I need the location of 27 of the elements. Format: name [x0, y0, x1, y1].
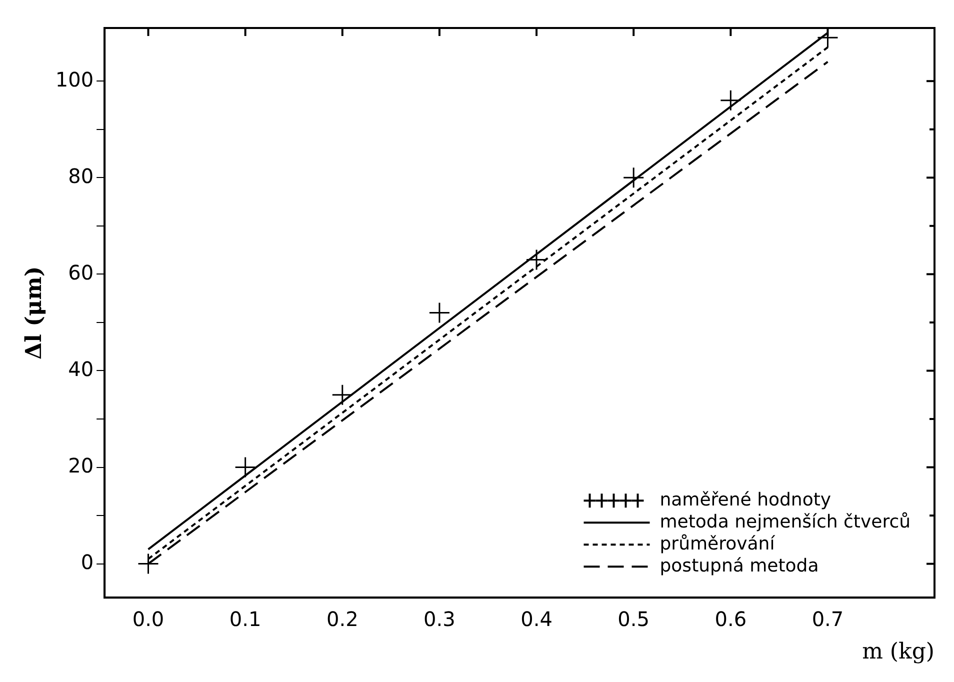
- y-tick-label: 100: [55, 67, 94, 92]
- y-tick-label: 60: [68, 260, 94, 284]
- x-tick-label: 0.6: [714, 606, 747, 631]
- point: [332, 384, 354, 406]
- y-tick-label: 80: [68, 164, 94, 188]
- y-tick-label: 40: [68, 356, 94, 381]
- legend-label: metoda nejmenších čtverců: [660, 511, 911, 532]
- point: [428, 302, 450, 324]
- x-tick-label: 0.4: [520, 606, 552, 631]
- x-tick-label: 0.2: [326, 606, 358, 631]
- legend-label: postupná metoda: [660, 555, 819, 576]
- x-tick-label: 0.0: [132, 606, 164, 631]
- y-tick-label: 0: [80, 550, 94, 574]
- x-tick-label: 0.7: [812, 606, 844, 631]
- legend-label: průměrování: [660, 533, 776, 554]
- point: [138, 553, 160, 575]
- point: [234, 456, 256, 478]
- point: [720, 90, 742, 112]
- x-axis-title: m (kg): [862, 640, 934, 665]
- x-tick-label: 0.1: [229, 606, 262, 631]
- y-tick-label: 20: [68, 453, 94, 478]
- x-tick-label: 0.3: [424, 606, 456, 631]
- point: [622, 166, 644, 188]
- point: [526, 248, 548, 270]
- x-tick-label: 0.5: [618, 606, 650, 631]
- y-axis-title: Δl (μm): [20, 266, 47, 360]
- legend-label: naměřené hodnoty: [660, 489, 832, 510]
